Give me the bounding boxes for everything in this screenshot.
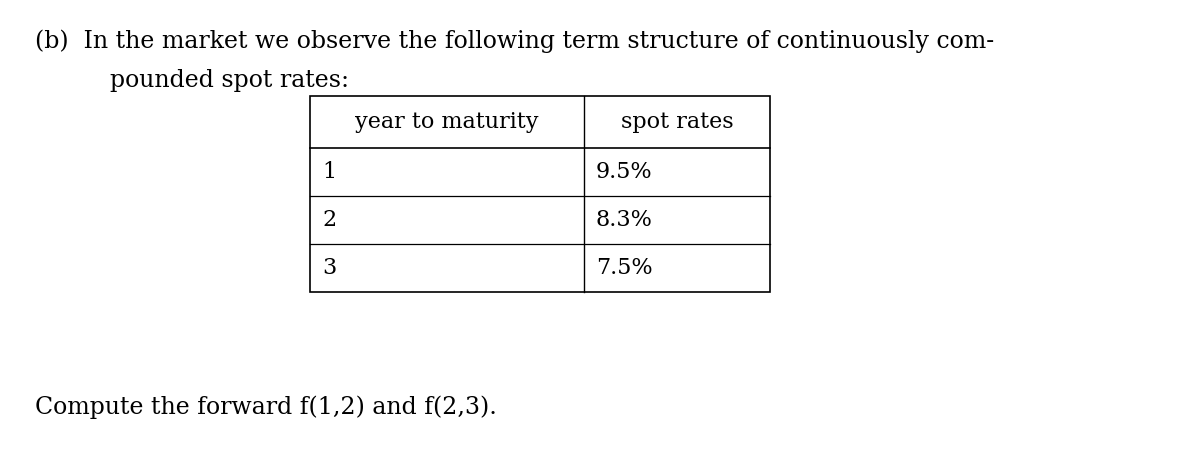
Text: spot rates: spot rates: [620, 111, 733, 133]
Text: year to maturity: year to maturity: [355, 111, 539, 133]
Bar: [310, 96, 770, 292]
Text: 8.3%: 8.3%: [595, 209, 653, 231]
Text: 3: 3: [322, 257, 336, 279]
Text: 1: 1: [322, 161, 336, 183]
Text: 7.5%: 7.5%: [595, 257, 653, 279]
Text: pounded spot rates:: pounded spot rates:: [65, 69, 349, 92]
Text: Compute the forward f(1,2) and f(2,3).: Compute the forward f(1,2) and f(2,3).: [35, 396, 497, 419]
Text: 2: 2: [322, 209, 336, 231]
Text: (b)  In the market we observe the following term structure of continuously com-: (b) In the market we observe the followi…: [35, 29, 994, 52]
Text: 9.5%: 9.5%: [595, 161, 653, 183]
